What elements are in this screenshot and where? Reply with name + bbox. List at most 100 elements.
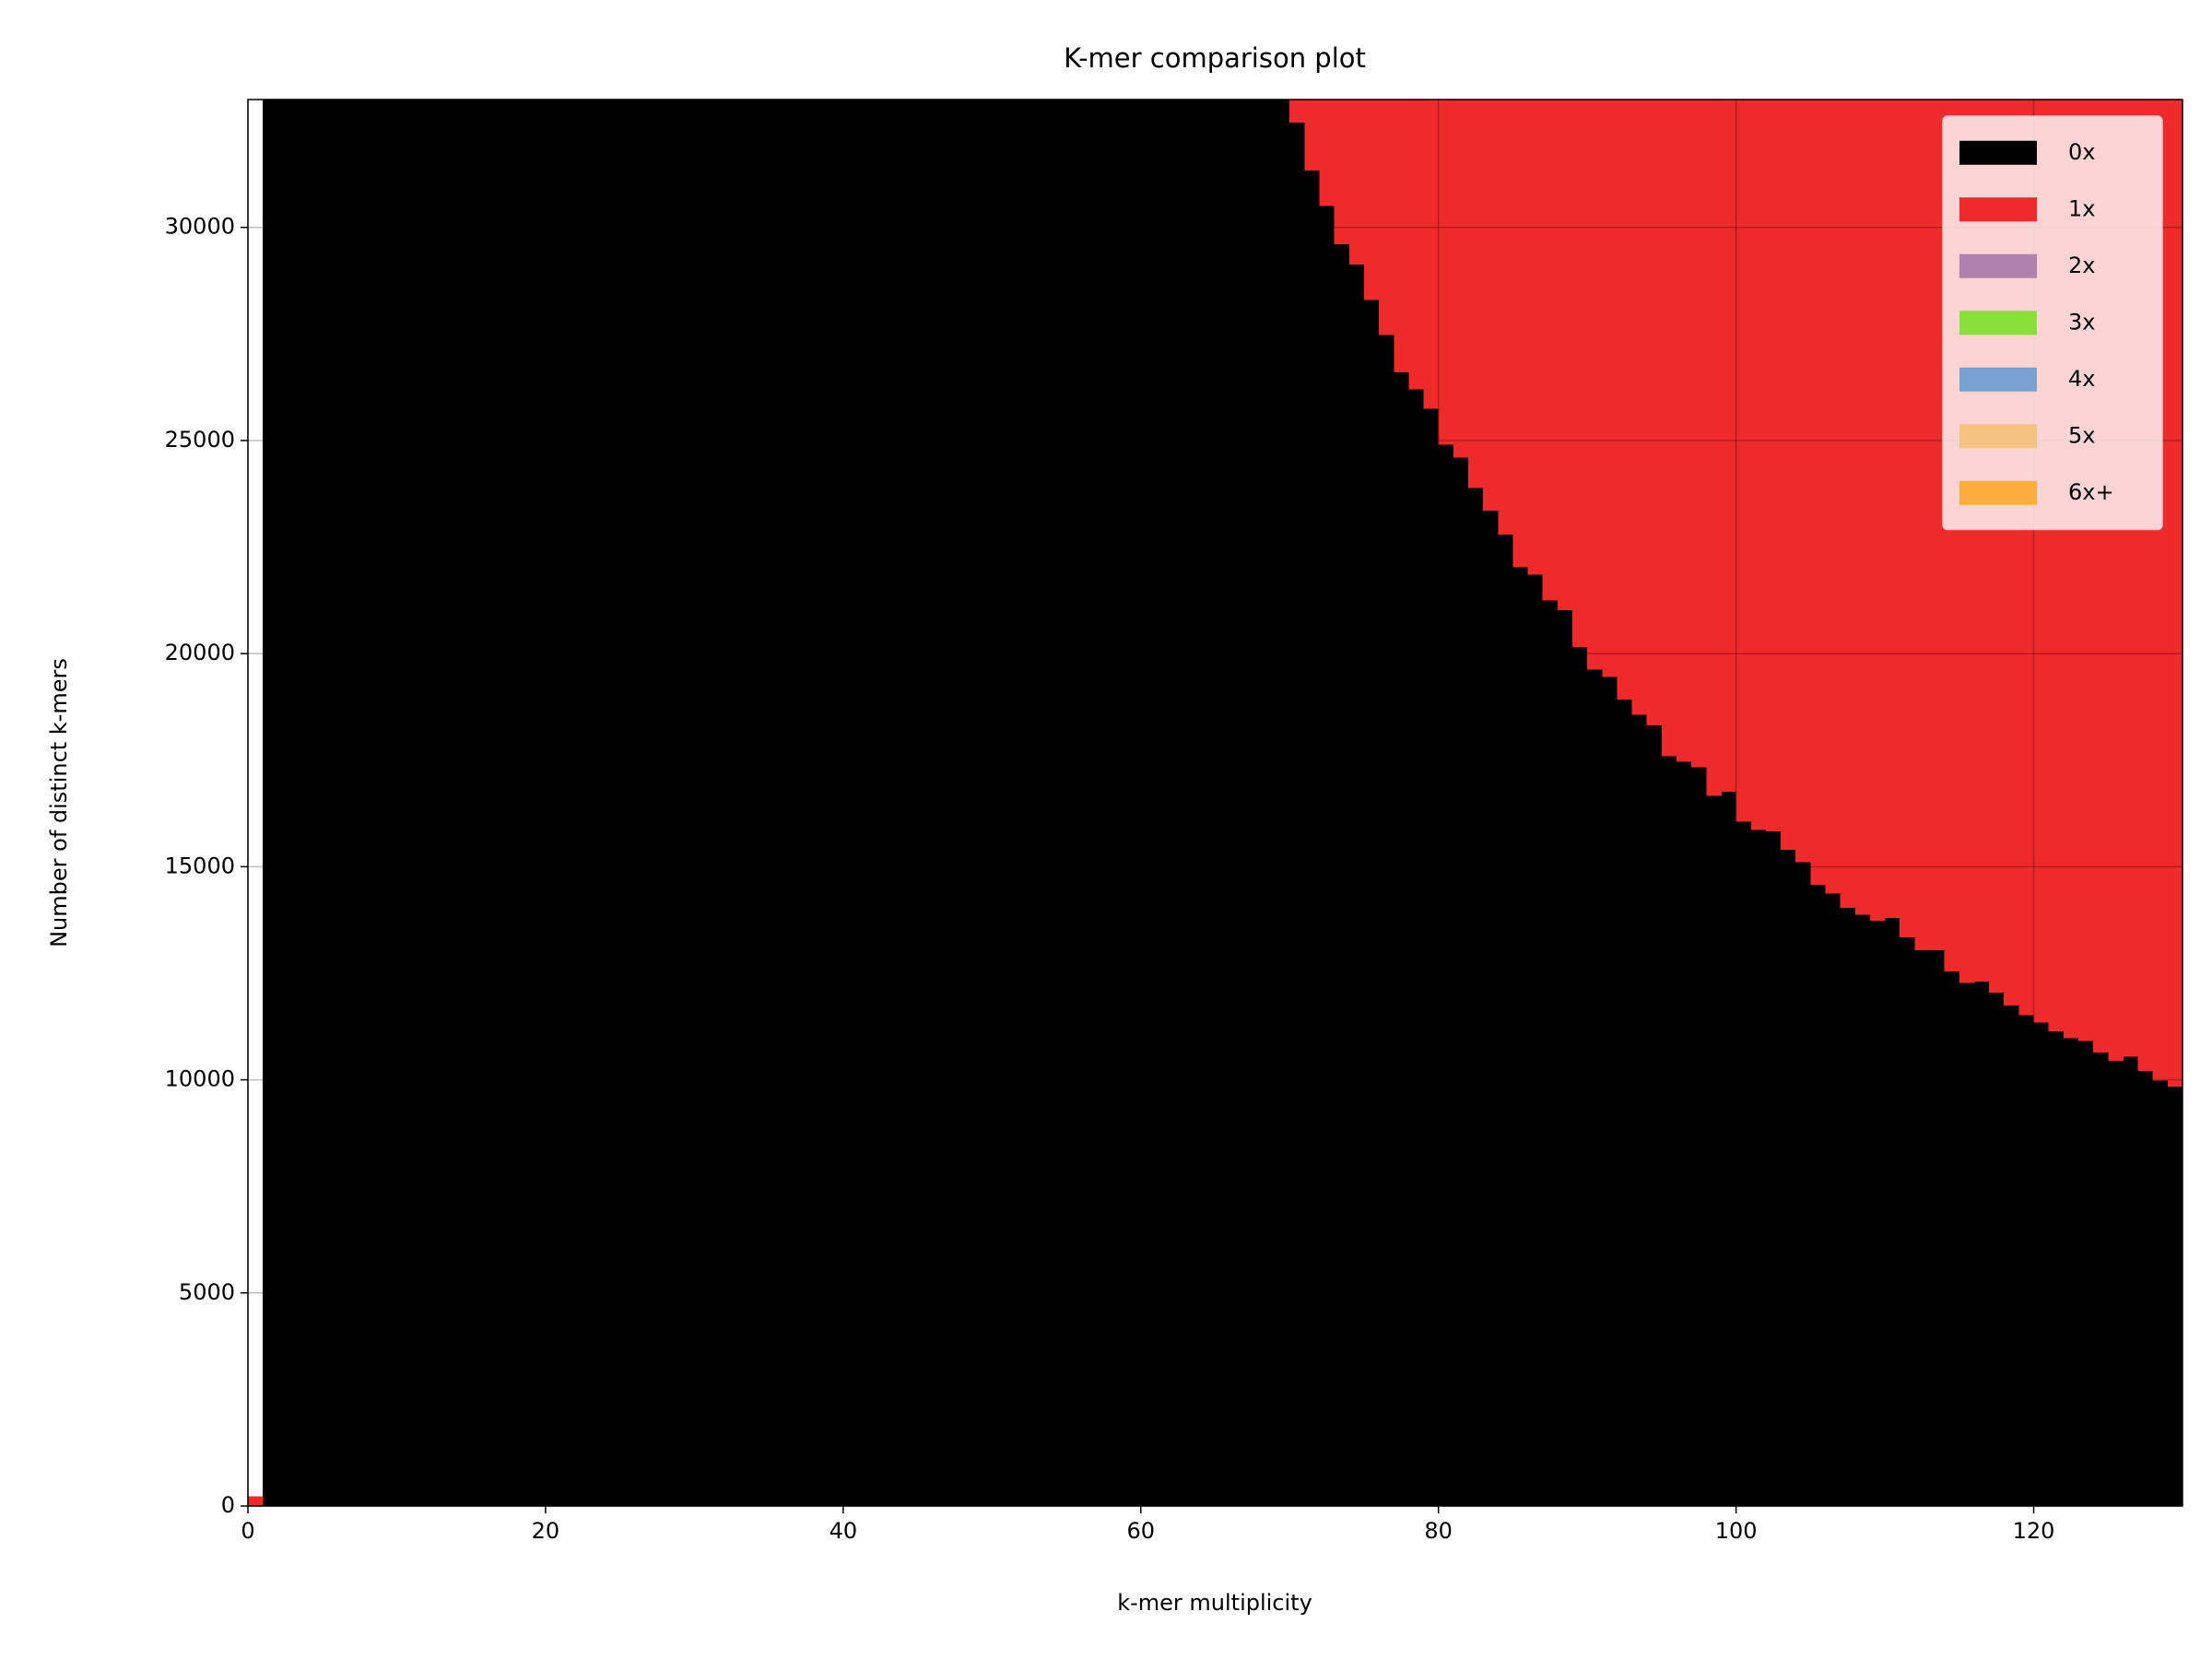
x-tick-label: 0	[241, 1518, 254, 1544]
bar-segment	[1677, 761, 1692, 1506]
bar-segment	[842, 100, 859, 1506]
bar-segment	[1081, 100, 1097, 1506]
bar-segment	[649, 100, 665, 1506]
bar-segment	[709, 100, 725, 1506]
bar-segment	[2108, 1061, 2124, 1506]
y-axis-label: Number of distinct k-mers	[46, 658, 72, 947]
x-axis-label: k-mer multiplicity	[1117, 1590, 1312, 1616]
bar-segment	[277, 100, 293, 1506]
bar-segment	[1631, 714, 1648, 1506]
bar-segment	[530, 100, 547, 1506]
legend-swatch	[1959, 197, 2037, 222]
bar-segment	[1989, 993, 2005, 1506]
bar-segment	[828, 100, 844, 1506]
bar-segment	[1021, 100, 1038, 1506]
bar-segment	[1363, 100, 1380, 300]
x-tick-label: 100	[1715, 1518, 1758, 1544]
bar-segment	[1781, 849, 1796, 1506]
bar-segment	[2077, 1041, 2094, 1506]
bar-segment	[1631, 100, 1648, 715]
bar-segment	[456, 100, 472, 1506]
bar-segment	[1765, 830, 1782, 1506]
bar-segment	[336, 100, 353, 1506]
bar-segment	[1304, 100, 1320, 171]
bar-segment	[1125, 100, 1142, 1506]
bar-segment	[1825, 100, 1841, 894]
bar-segment	[783, 100, 799, 1506]
legend-swatch	[1959, 367, 2037, 392]
bar-segment	[1854, 914, 1871, 1506]
bar-segment	[873, 100, 888, 1506]
bar-segment	[724, 100, 740, 1506]
bar-segment	[248, 1496, 264, 1506]
bar-segment	[2167, 1086, 2183, 1506]
legend-swatch	[1959, 140, 2037, 165]
bar-segment	[1750, 100, 1767, 830]
bar-segment	[2033, 1022, 2050, 1506]
bar-segment	[1869, 921, 1886, 1506]
bar-segment	[1512, 567, 1528, 1506]
bar-segment	[1348, 100, 1365, 265]
bar-segment	[590, 100, 606, 1506]
bar-segment	[1914, 949, 1930, 1506]
bar-segment	[382, 100, 397, 1506]
bar-segment	[1498, 100, 1513, 535]
bar-segment	[1036, 100, 1053, 1506]
bar-segment	[798, 100, 814, 1506]
bar-segment	[2137, 1070, 2154, 1506]
bar-segment	[367, 100, 382, 1506]
bar-segment	[292, 100, 308, 1506]
bar-segment	[352, 100, 368, 1506]
bar-segment	[1885, 917, 1900, 1506]
bar-segment	[1677, 100, 1692, 762]
bar-segment	[1379, 100, 1394, 335]
bar-segment	[932, 100, 948, 1506]
bar-segment	[1661, 756, 1677, 1506]
legend-swatch	[1959, 424, 2037, 449]
bar-segment	[888, 100, 903, 1506]
bar-segment	[1557, 100, 1573, 610]
legend-label: 0x	[2068, 139, 2095, 165]
bar-segment	[1171, 100, 1186, 1506]
bar-segment	[1394, 371, 1409, 1506]
bar-segment	[1810, 885, 1826, 1506]
bar-segment	[1483, 511, 1499, 1506]
bar-segment	[1646, 724, 1663, 1506]
bar-segment	[1914, 100, 1930, 950]
x-tick-label: 80	[1424, 1518, 1453, 1544]
bar-segment	[307, 100, 324, 1506]
bar-segment	[575, 100, 591, 1506]
bar-segment	[902, 100, 918, 1506]
bar-segment	[2063, 1038, 2079, 1506]
bar-segment	[1394, 100, 1409, 372]
y-tick-label: 30000	[165, 214, 235, 240]
bar-segment	[1795, 862, 1811, 1506]
bar-segment	[1959, 982, 1975, 1506]
bar-segment	[1527, 574, 1544, 1506]
bar-segment	[263, 100, 278, 1506]
bar-segment	[1900, 100, 1915, 938]
bar-segment	[1617, 700, 1632, 1506]
legend-swatch	[1959, 480, 2037, 505]
bar-segment	[2167, 100, 2183, 1087]
bar-segment	[1795, 100, 1811, 863]
legend-label: 2x	[2068, 253, 2095, 278]
chart-title: K-mer comparison plot	[1064, 42, 1366, 74]
bar-segment	[665, 100, 680, 1506]
bar-segment	[1617, 100, 1632, 700]
bar-segment	[679, 100, 695, 1506]
bar-segment	[1810, 100, 1826, 886]
bar-segment	[1527, 100, 1544, 575]
y-tick-label: 25000	[165, 427, 235, 453]
bar-segment	[2018, 1015, 2034, 1506]
bar-segment	[1423, 408, 1440, 1506]
y-tick-label: 10000	[165, 1066, 235, 1092]
bar-segment	[1453, 457, 1469, 1506]
bar-segment	[1542, 100, 1559, 601]
bar-segment	[753, 100, 770, 1506]
bar-segment	[619, 100, 636, 1506]
bar-segment	[1498, 535, 1513, 1506]
x-tick-label: 20	[532, 1518, 560, 1544]
bar-segment	[1735, 821, 1752, 1506]
bar-segment	[1438, 100, 1454, 445]
